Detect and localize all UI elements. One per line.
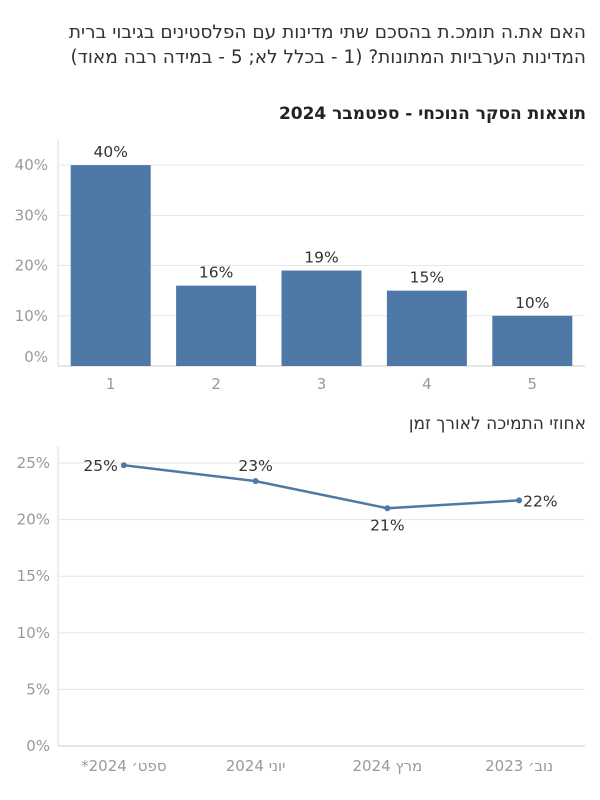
line-y-tick-label: 5% bbox=[26, 680, 50, 698]
bar-y-tick-label: 0% bbox=[24, 348, 48, 366]
line-point bbox=[120, 462, 127, 469]
bar-x-tick-label: 3 bbox=[317, 375, 327, 393]
bar-y-tick-label: 10% bbox=[15, 307, 48, 325]
bar-x-tick-label: 2 bbox=[211, 375, 221, 393]
support-over-time-title: אחוזי התמיכה לאורך זמן bbox=[408, 414, 586, 434]
line-data-label: 21% bbox=[370, 516, 404, 534]
survey-question: האם את.ה תומכ.ת בהסכם שתי מדינות עם הפלס… bbox=[68, 22, 586, 68]
bar-data-label: 10% bbox=[515, 294, 549, 312]
line-y-tick-label: 10% bbox=[17, 624, 50, 642]
current-survey-subtitle: תוצאות הסקר הנוכחי - ספטמבר 2024 bbox=[278, 104, 586, 124]
line-x-tick-label: מרץ 2024 bbox=[353, 757, 423, 775]
line-y-tick-label: 0% bbox=[26, 737, 50, 755]
line-data-label: 22% bbox=[523, 492, 557, 510]
bar-3 bbox=[281, 270, 362, 366]
bar-y-tick-label: 20% bbox=[15, 257, 48, 275]
line-y-tick-label: 15% bbox=[17, 567, 50, 585]
bar-x-tick-label: 4 bbox=[422, 375, 432, 393]
line-x-tick-label: יוני 2024 bbox=[226, 757, 286, 775]
support-trend-line bbox=[123, 464, 520, 510]
bar-1 bbox=[70, 165, 151, 366]
line-point bbox=[384, 505, 391, 512]
bar-data-label: 16% bbox=[199, 264, 233, 282]
bar-5 bbox=[492, 315, 573, 366]
distribution-bar-chart: 0% 10% 20% 30% 40% 40% 1 16% 2 19% 3 15% 4 10% 5 bbox=[15, 140, 585, 393]
bar-x-tick-label: 5 bbox=[528, 375, 538, 393]
line-y-tick-label: 20% bbox=[17, 511, 50, 529]
line-data-label: 23% bbox=[238, 457, 272, 475]
line-x-tick-label: נוב׳ 2023 bbox=[485, 757, 553, 775]
bar-data-label: 40% bbox=[93, 143, 127, 161]
line-point bbox=[252, 478, 259, 485]
bar-data-label: 15% bbox=[410, 269, 444, 287]
line-data-label: 25% bbox=[83, 457, 117, 475]
line-point bbox=[516, 497, 523, 504]
bar-y-tick-label: 30% bbox=[15, 206, 48, 224]
line-y-tick-label: 25% bbox=[17, 454, 50, 472]
bar-x-tick-label: 1 bbox=[106, 375, 116, 393]
bar-2 bbox=[176, 285, 257, 366]
support-trend-line-chart: 0% 5% 10% 15% 20% 25% 25% ספט׳ 2024* 23% יוני 202… bbox=[17, 446, 585, 775]
line-x-tick-label: ספט׳ 2024* bbox=[81, 757, 167, 775]
bar-data-label: 19% bbox=[304, 249, 338, 267]
bar-4 bbox=[386, 290, 467, 366]
bar-y-tick-label: 40% bbox=[15, 156, 48, 174]
